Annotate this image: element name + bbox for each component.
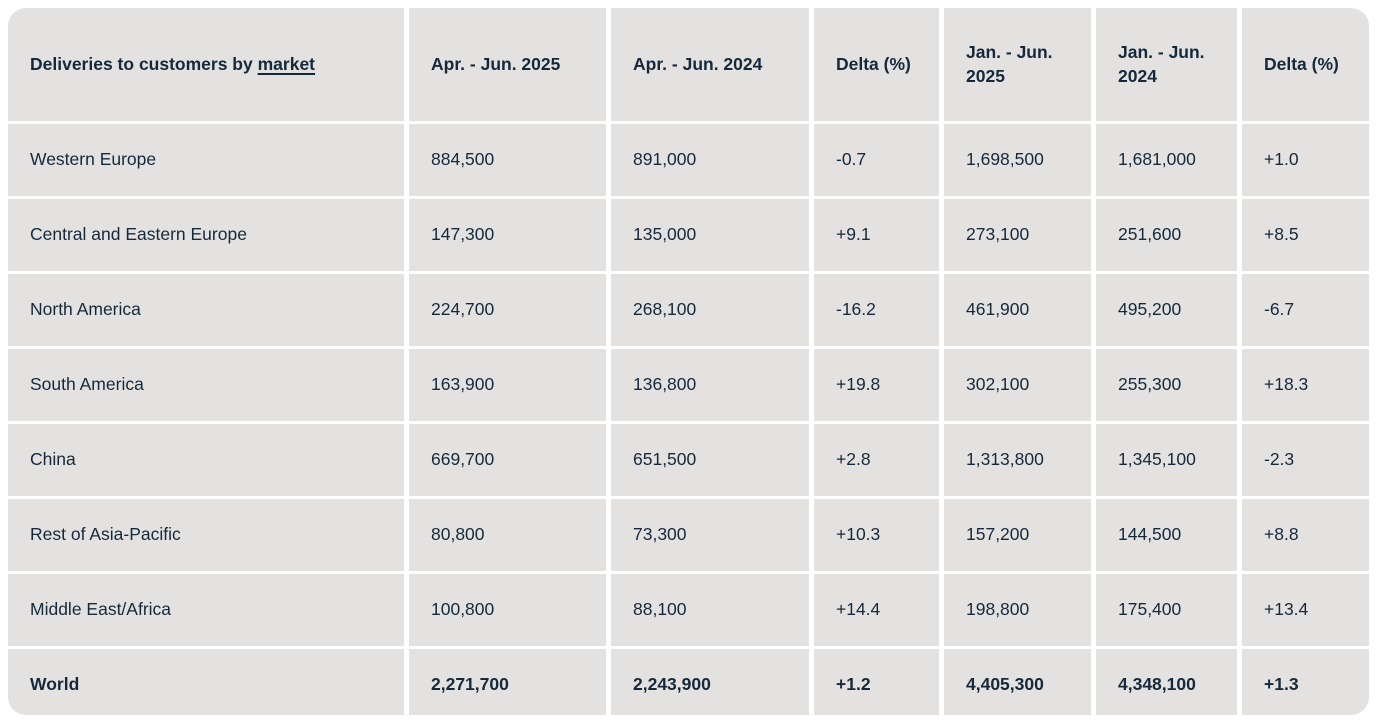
value-cell: 163,900	[404, 346, 606, 421]
value-cell: 891,000	[606, 121, 809, 196]
region-cell: China	[8, 421, 404, 496]
region-cell: Middle East/Africa	[8, 571, 404, 646]
column-header-jan-jun-2024: Jan. - Jun. 2024	[1091, 8, 1237, 121]
value-cell: +1.3	[1237, 646, 1369, 715]
value-cell: 4,405,300	[939, 646, 1091, 715]
table-row-rest-of-asia-pacific: Rest of Asia-Pacific 80,800 73,300 +10.3…	[8, 496, 1369, 571]
value-cell: 251,600	[1091, 196, 1237, 271]
value-cell: 4,348,100	[1091, 646, 1237, 715]
value-cell: 1,313,800	[939, 421, 1091, 496]
value-cell: 302,100	[939, 346, 1091, 421]
value-cell: 268,100	[606, 271, 809, 346]
region-cell: South America	[8, 346, 404, 421]
value-cell: +14.4	[809, 571, 939, 646]
table-row-north-america: North America 224,700 268,100 -16.2 461,…	[8, 271, 1369, 346]
region-cell: North America	[8, 271, 404, 346]
column-header-jan-jun-2025: Jan. - Jun. 2025	[939, 8, 1091, 121]
table-row-south-america: South America 163,900 136,800 +19.8 302,…	[8, 346, 1369, 421]
value-cell: +9.1	[809, 196, 939, 271]
region-cell: Central and Eastern Europe	[8, 196, 404, 271]
region-cell: World	[8, 646, 404, 715]
value-cell: +13.4	[1237, 571, 1369, 646]
value-cell: +18.3	[1237, 346, 1369, 421]
value-cell: 73,300	[606, 496, 809, 571]
value-cell: +10.3	[809, 496, 939, 571]
value-cell: -6.7	[1237, 271, 1369, 346]
value-cell: 461,900	[939, 271, 1091, 346]
table-row-china: China 669,700 651,500 +2.8 1,313,800 1,3…	[8, 421, 1369, 496]
value-cell: +8.8	[1237, 496, 1369, 571]
value-cell: 88,100	[606, 571, 809, 646]
value-cell: +2.8	[809, 421, 939, 496]
table-title-cell: Deliveries to customers by market	[8, 8, 404, 121]
column-header-apr-jun-2025: Apr. - Jun. 2025	[404, 8, 606, 121]
market-link[interactable]: market	[257, 53, 316, 74]
header-row: Deliveries to customers by market Apr. -…	[8, 8, 1369, 121]
value-cell: 175,400	[1091, 571, 1237, 646]
value-cell: 1,345,100	[1091, 421, 1237, 496]
value-cell: 669,700	[404, 421, 606, 496]
table-row-western-europe: Western Europe 884,500 891,000 -0.7 1,69…	[8, 121, 1369, 196]
value-cell: 1,681,000	[1091, 121, 1237, 196]
value-cell: +8.5	[1237, 196, 1369, 271]
column-header-apr-jun-2024: Apr. - Jun. 2024	[606, 8, 809, 121]
value-cell: 495,200	[1091, 271, 1237, 346]
value-cell: 273,100	[939, 196, 1091, 271]
value-cell: +1.2	[809, 646, 939, 715]
value-cell: +19.8	[809, 346, 939, 421]
value-cell: 80,800	[404, 496, 606, 571]
value-cell: 100,800	[404, 571, 606, 646]
value-cell: -16.2	[809, 271, 939, 346]
region-cell: Western Europe	[8, 121, 404, 196]
total-row-world: World 2,271,700 2,243,900 +1.2 4,405,300…	[8, 646, 1369, 715]
value-cell: 255,300	[1091, 346, 1237, 421]
column-header-delta-q2: Delta (%)	[809, 8, 939, 121]
value-cell: 884,500	[404, 121, 606, 196]
value-cell: 651,500	[606, 421, 809, 496]
value-cell: 147,300	[404, 196, 606, 271]
value-cell: 224,700	[404, 271, 606, 346]
value-cell: +1.0	[1237, 121, 1369, 196]
value-cell: 1,698,500	[939, 121, 1091, 196]
value-cell: 2,271,700	[404, 646, 606, 715]
table-row-central-eastern-europe: Central and Eastern Europe 147,300 135,0…	[8, 196, 1369, 271]
value-cell: 144,500	[1091, 496, 1237, 571]
deliveries-table: Deliveries to customers by market Apr. -…	[8, 8, 1369, 715]
value-cell: 135,000	[606, 196, 809, 271]
table-title-text: Deliveries to customers by	[30, 53, 258, 74]
value-cell: -2.3	[1237, 421, 1369, 496]
value-cell: -0.7	[809, 121, 939, 196]
table-row-middle-east-africa: Middle East/Africa 100,800 88,100 +14.4 …	[8, 571, 1369, 646]
value-cell: 136,800	[606, 346, 809, 421]
deliveries-table-card: Deliveries to customers by market Apr. -…	[8, 8, 1369, 715]
value-cell: 2,243,900	[606, 646, 809, 715]
value-cell: 198,800	[939, 571, 1091, 646]
region-cell: Rest of Asia-Pacific	[8, 496, 404, 571]
value-cell: 157,200	[939, 496, 1091, 571]
column-header-delta-h1: Delta (%)	[1237, 8, 1369, 121]
